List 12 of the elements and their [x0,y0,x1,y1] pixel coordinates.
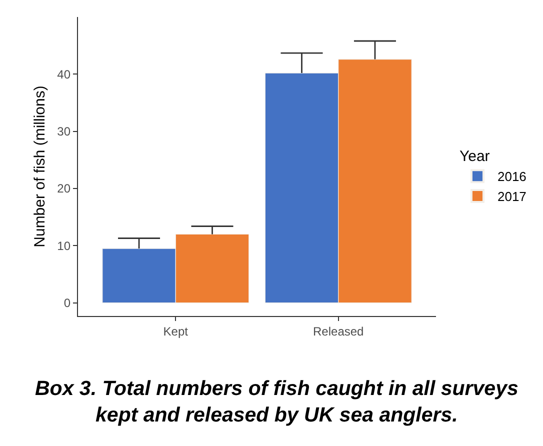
legend-title: Year [459,148,490,166]
x-tick-label: Released [313,324,364,338]
y-tick-label: 40 [57,67,71,82]
x-tick-label: Kept [163,324,189,338]
y-tick-label: 0 [64,296,71,310]
y-axis-title: Number of fish (millions) [31,86,48,248]
legend-label: 2017 [497,189,526,204]
text: Box 3. Total numbers of fish caught in all surveys kept and released by UK sea anglers. [35,377,518,427]
y-tick-label: 30 [57,124,71,139]
y-tick-label: 20 [57,182,71,196]
y-tick-label: 10 [57,238,71,253]
legend-label: 2016 [497,169,526,184]
